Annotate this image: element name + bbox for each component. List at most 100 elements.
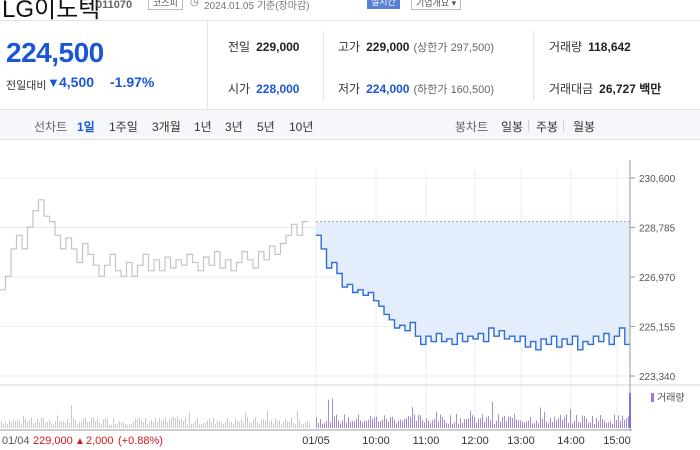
range-1d[interactable]: 1일 (77, 120, 95, 134)
company-info-dropdown[interactable]: 기업개요 ▾ (411, 0, 462, 10)
open-label: 시가 (228, 82, 251, 96)
prev-day-change: 2,000 (86, 435, 114, 447)
volume-bar (211, 422, 212, 428)
volume-bar (502, 416, 503, 428)
upper-limit: (상한가 297,500) (413, 42, 494, 54)
range-1y[interactable]: 1년 (194, 120, 212, 134)
volume-bar (271, 420, 272, 428)
volume-bar (354, 421, 355, 428)
volume-bar (466, 419, 467, 428)
candle-monthly[interactable]: 월봉 (573, 120, 596, 134)
volume-bar (125, 423, 126, 428)
volume-bar (265, 420, 266, 428)
price-chart[interactable]: 230,600 228,785 226,970 225,155 223,340 01/0… (0, 140, 700, 450)
volume-bar (400, 419, 401, 428)
price-box: 224,500 전일대비 ▼ 4,500 -1.97% (0, 21, 208, 109)
prev-day-date: 01/04 (2, 435, 30, 447)
stock-code: 011070 (96, 0, 133, 11)
volume-bar (332, 398, 333, 428)
volume-bar (434, 418, 435, 428)
range-3m[interactable]: 3개월 (152, 120, 181, 134)
volume-bar (183, 420, 184, 428)
volume-bar (193, 423, 194, 428)
volume-bar (598, 420, 599, 428)
low-row: 저가 224,000 (하한가 160,500) (338, 80, 494, 97)
volume-bar (582, 415, 583, 428)
volume-bar (129, 424, 130, 428)
volume-bar (189, 412, 190, 428)
x-tick-label: 13:00 (507, 435, 535, 447)
volume-bar (610, 421, 611, 428)
market-badge: 코스피 (148, 0, 183, 10)
volume-bar (63, 421, 64, 428)
volume-bar (209, 418, 210, 428)
volume-bar (412, 407, 413, 428)
volume-bar (109, 424, 110, 428)
range-3y[interactable]: 3년 (225, 120, 243, 134)
volume-bar (101, 423, 102, 428)
volume-bar (85, 417, 86, 428)
volume-bar (476, 422, 477, 428)
volume-bar (398, 421, 399, 428)
volume-bar (440, 414, 441, 428)
range-10y[interactable]: 10년 (289, 120, 314, 134)
volume-bar (31, 417, 32, 428)
volume-bar (151, 420, 152, 428)
volume-bar (95, 421, 96, 428)
volume-bar (91, 417, 92, 428)
x-tick-label: 12:00 (461, 435, 489, 447)
volume-bar (199, 424, 200, 428)
volume-bar (376, 416, 377, 428)
volume-bar (115, 423, 116, 428)
volume-bar (103, 419, 104, 428)
low-label: 저가 (338, 82, 361, 96)
quote-panel: 224,500 전일대비 ▼ 4,500 -1.97% 전일 229,000 시가… (0, 20, 700, 110)
range-1w[interactable]: 1주일 (109, 120, 138, 134)
volume-bar (21, 423, 22, 428)
y-tick-label: 225,155 (639, 323, 676, 334)
prev-close-label: 전일 (228, 40, 251, 54)
change-value: 4,500 (59, 74, 95, 90)
volume-bar (93, 418, 94, 428)
volume-bar (592, 415, 593, 428)
volume-bar (205, 422, 206, 428)
volume-bar (508, 416, 509, 428)
volume-bar (51, 423, 52, 428)
volume-bar (478, 418, 479, 428)
volume-bar (338, 420, 339, 428)
volume-bar (324, 423, 325, 428)
volume-bar (380, 421, 381, 428)
volume-bar (83, 419, 84, 428)
range-5y[interactable]: 5년 (257, 120, 275, 134)
volume-bar (9, 420, 10, 428)
volume-bar (498, 414, 499, 428)
volume-bar (121, 422, 122, 428)
volume-bar (5, 421, 6, 428)
volume-bar (608, 422, 609, 428)
volume-bar (408, 416, 409, 428)
volume-bar (99, 422, 100, 428)
volume-bar (484, 421, 485, 428)
volume-bar (578, 421, 579, 428)
volume-bar (35, 422, 36, 428)
volume-bar (560, 414, 561, 428)
volume-bar (57, 415, 58, 428)
candle-daily[interactable]: 일봉 (501, 120, 524, 134)
volume-bar (526, 421, 527, 428)
today-area-fill (316, 221, 630, 350)
volume-bar (450, 415, 451, 428)
realtime-button[interactable]: 실시간 (367, 0, 400, 9)
volume-bar (241, 419, 242, 428)
volume-bar (438, 421, 439, 428)
volume-bar (548, 423, 549, 428)
divider: | (562, 118, 566, 132)
volume-bar (287, 421, 288, 428)
volume-bar (512, 418, 513, 428)
volume-bar (239, 422, 240, 428)
volume-bar (135, 418, 136, 428)
candle-weekly[interactable]: 주봉 (536, 120, 559, 134)
line-chart-label: 선차트 (34, 120, 68, 134)
volume-bar (281, 424, 282, 428)
x-axis: 01/05 10:00 11:00 12:00 13:00 14:00 15:00 (302, 435, 631, 447)
volume-bar (428, 420, 429, 428)
